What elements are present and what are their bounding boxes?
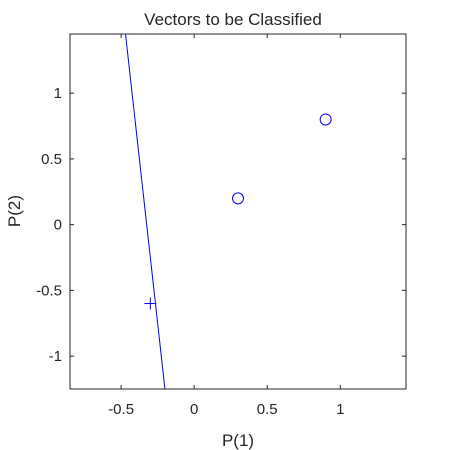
y-tick-label: 0 — [54, 217, 62, 234]
y-axis-ticks: -1 -0.5 0 0.5 1 — [36, 85, 406, 365]
axes-box — [69, 33, 407, 390]
y-tick-label: -1 — [49, 348, 62, 365]
x-tick-label: 0.5 — [257, 401, 278, 418]
chart-title: Vectors to be Classified — [144, 10, 322, 29]
y-tick-label: 0.5 — [41, 151, 62, 168]
x-tick-label: -0.5 — [108, 401, 134, 418]
y-tick-label: -0.5 — [36, 282, 62, 299]
x-tick-label: 0 — [190, 401, 198, 418]
circle-marker — [232, 192, 244, 205]
y-axis-label: P(2) — [5, 195, 24, 227]
plus-marker — [144, 297, 157, 310]
decision-boundary-line — [125, 34, 166, 389]
plot-area — [125, 34, 332, 389]
y-tick-label: 1 — [54, 85, 62, 102]
circle-marker — [319, 113, 332, 126]
x-axis-label: P(1) — [222, 431, 254, 450]
x-tick-label: 1 — [336, 401, 344, 418]
x-axis-ticks: -0.5 0 0.5 1 — [108, 34, 344, 418]
